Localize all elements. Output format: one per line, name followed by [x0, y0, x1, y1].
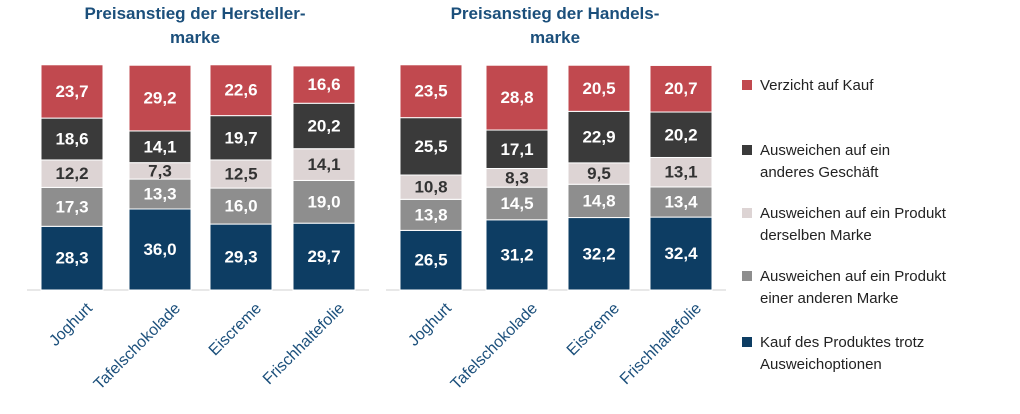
bar-segment	[209, 187, 273, 225]
x-tick-label: Tafelschokolade	[91, 300, 184, 393]
legend-swatch	[742, 208, 752, 218]
value-label: 22,9	[582, 128, 615, 147]
value-label: 32,4	[664, 244, 698, 263]
x-tick-label: Frischhaltefolie	[617, 300, 705, 388]
value-label: 22,6	[224, 81, 257, 100]
bar-segment	[292, 65, 356, 104]
value-label: 12,2	[55, 164, 88, 183]
bar-segment	[399, 117, 463, 176]
legend-swatch	[742, 337, 752, 347]
x-tick-label: Joghurt	[46, 300, 96, 350]
value-label: 14,1	[143, 137, 176, 156]
legend-swatch	[742, 271, 752, 281]
bar-segment	[40, 159, 104, 188]
bar-segment	[485, 129, 549, 169]
bar-segment	[649, 111, 713, 158]
bar-segment	[128, 178, 192, 210]
bar-segment	[399, 229, 463, 291]
value-label: 13,4	[664, 193, 698, 212]
value-label: 12,5	[224, 165, 257, 184]
legend-entry: Kauf des Produktes trotz Ausweichoptione…	[740, 332, 924, 376]
value-label: 14,5	[500, 194, 533, 213]
bar-segment	[292, 102, 356, 150]
bar-segment	[399, 64, 463, 119]
legend-entry: Ausweichen auf ein Produkt einer anderen…	[740, 266, 946, 310]
value-label: 7,3	[148, 161, 172, 180]
value-label: 19,0	[307, 192, 340, 211]
value-label: 23,5	[414, 82, 447, 101]
value-label: 36,0	[143, 240, 176, 259]
bar-segment	[485, 64, 549, 131]
value-label: 17,3	[55, 197, 88, 216]
bar-segment	[292, 222, 356, 291]
legend-entry: Ausweichen auf ein Produkt derselben Mar…	[740, 203, 946, 247]
bar-segment	[128, 130, 192, 164]
value-label: 13,8	[414, 205, 447, 224]
value-label: 17,1	[500, 140, 533, 159]
bar-segment	[567, 217, 631, 291]
bar-segment	[40, 225, 104, 291]
value-label: 26,5	[414, 251, 447, 270]
value-label: 28,3	[55, 249, 88, 268]
value-label: 29,7	[307, 247, 340, 266]
value-label: 16,6	[307, 75, 340, 94]
value-label: 25,5	[414, 137, 447, 156]
value-label: 8,3	[505, 168, 529, 187]
value-label: 32,2	[582, 244, 615, 263]
value-label: 20,5	[582, 79, 615, 98]
value-label: 19,7	[224, 128, 257, 147]
value-label: 28,8	[500, 88, 533, 107]
legend-entry: Verzicht auf Kauf	[740, 75, 873, 97]
bar-segment	[649, 216, 713, 291]
x-tick-label: Frischhaltefolie	[260, 300, 348, 388]
bar-segment	[567, 183, 631, 219]
value-label: 9,5	[587, 164, 611, 183]
value-label: 14,8	[582, 191, 615, 210]
value-label: 18,6	[55, 130, 88, 149]
legend-entry: Ausweichen auf ein anderes Geschäft	[740, 140, 890, 184]
value-label: 10,8	[414, 178, 447, 197]
bar-segment	[40, 64, 104, 119]
value-label: 13,1	[664, 163, 697, 182]
value-label: 20,2	[664, 125, 697, 144]
value-label: 20,7	[664, 79, 697, 98]
value-label: 23,7	[55, 82, 88, 101]
bar-segment	[128, 64, 192, 132]
bar-segment	[209, 223, 273, 291]
bar-segment	[649, 64, 713, 113]
bar-segment	[209, 159, 273, 189]
value-label: 13,3	[143, 185, 176, 204]
x-tick-label: Eiscreme	[564, 300, 623, 359]
value-label: 16,0	[224, 197, 257, 216]
value-label: 14,1	[307, 155, 340, 174]
bar-segment	[40, 186, 104, 227]
x-tick-label: Tafelschokolade	[448, 300, 541, 393]
legend-swatch	[742, 145, 752, 155]
chart-title: Preisanstieg der Handels- marke	[450, 4, 660, 47]
legend-swatch	[742, 80, 752, 90]
x-tick-label: Joghurt	[405, 300, 455, 350]
value-label: 29,3	[224, 248, 257, 267]
bar-segment	[567, 64, 631, 112]
bar-segment	[649, 156, 713, 188]
bar-segment	[292, 179, 356, 224]
value-label: 20,2	[307, 116, 340, 135]
value-label: 31,2	[500, 245, 533, 264]
bar-segment	[485, 219, 549, 291]
value-label: 29,2	[143, 89, 176, 108]
bar-segment	[209, 64, 273, 117]
bar-segment	[649, 186, 713, 218]
bar-segment	[567, 110, 631, 164]
x-tick-label: Eiscreme	[206, 300, 265, 359]
chart-title: Preisanstieg der Hersteller- marke	[84, 4, 306, 47]
